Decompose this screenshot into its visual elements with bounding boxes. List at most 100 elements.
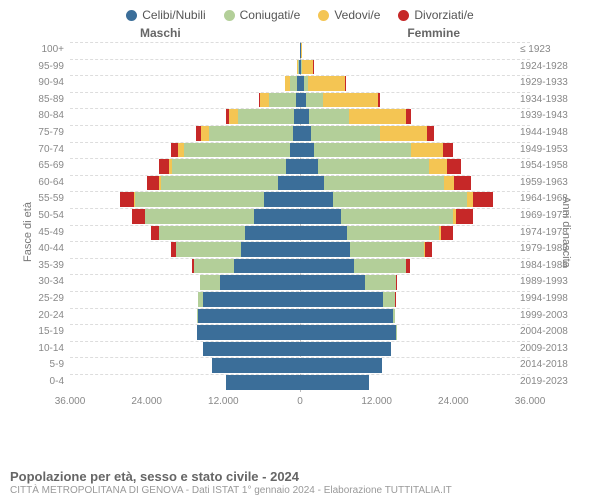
bar-segment: [323, 93, 378, 108]
bar-female: [300, 143, 453, 158]
pyramid-row: [70, 208, 530, 225]
bar-segment: [245, 226, 300, 241]
bar-female: [300, 109, 411, 124]
bar-segment: [300, 275, 365, 290]
birth-label: 1989-1993: [520, 276, 580, 287]
bar-segment: [300, 325, 396, 340]
bar-segment: [341, 209, 453, 224]
footer: Popolazione per età, sesso e stato civil…: [10, 469, 590, 496]
pyramid-row: [70, 324, 530, 341]
bar-segment: [354, 259, 406, 274]
birth-label: 1984-1988: [520, 260, 580, 271]
birth-label: 1939-1943: [520, 110, 580, 121]
bar-female: [300, 309, 395, 324]
bar-segment: [333, 192, 467, 207]
legend-dot: [224, 10, 235, 21]
legend-dot: [318, 10, 329, 21]
legend-dot: [398, 10, 409, 21]
bar-segment: [473, 192, 493, 207]
birth-label: 1934-1938: [520, 94, 580, 105]
age-label: 60-64: [20, 177, 64, 188]
bar-segment: [383, 292, 395, 307]
birth-label: 1924-1928: [520, 61, 580, 72]
birth-label: 2009-2013: [520, 343, 580, 354]
age-label: 25-29: [20, 293, 64, 304]
bar-segment: [300, 242, 350, 257]
bar-segment: [454, 176, 471, 191]
pyramid-row: [70, 374, 530, 391]
bar-female: [300, 259, 410, 274]
bar-segment: [132, 209, 144, 224]
bar-female: [300, 375, 369, 390]
bar-segment: [198, 309, 300, 324]
bar-segment: [300, 375, 369, 390]
bar-male: [196, 126, 300, 141]
bar-segment: [203, 292, 300, 307]
age-label: 85-89: [20, 94, 64, 105]
bar-segment: [311, 126, 380, 141]
bar-male: [147, 176, 300, 191]
bar-segment: [171, 143, 178, 158]
bar-segment: [300, 143, 314, 158]
bar-female: [300, 43, 302, 58]
bar-segment: [278, 176, 300, 191]
pyramid-row: [70, 291, 530, 308]
bar-segment: [234, 259, 300, 274]
legend-item: Vedovi/e: [318, 8, 380, 22]
pyramid-row: [70, 92, 530, 109]
birth-label: 1944-1948: [520, 127, 580, 138]
bar-segment: [264, 192, 300, 207]
pyramid-row: [70, 108, 530, 125]
bar-segment: [300, 176, 324, 191]
age-label: 40-44: [20, 243, 64, 254]
birth-label: 1959-1963: [520, 177, 580, 188]
bar-segment: [226, 375, 300, 390]
bar-segment: [300, 192, 333, 207]
bar-segment: [203, 342, 300, 357]
legend-label: Coniugati/e: [240, 8, 301, 22]
bar-segment: [308, 76, 345, 91]
bar-segment: [301, 43, 303, 58]
x-tick: 36.000: [55, 396, 86, 407]
legend-label: Celibi/Nubili: [142, 8, 205, 22]
age-label: 30-34: [20, 276, 64, 287]
age-label: 100+: [20, 44, 64, 55]
bar-segment: [176, 242, 241, 257]
bar-female: [300, 159, 461, 174]
bar-segment: [443, 143, 453, 158]
bar-segment: [349, 109, 407, 124]
bar-segment: [324, 176, 444, 191]
male-label: Maschi: [140, 26, 181, 40]
age-label: 20-24: [20, 310, 64, 321]
age-label: 0-4: [20, 376, 64, 387]
pyramid-row: [70, 42, 530, 59]
legend-item: Celibi/Nubili: [126, 8, 205, 22]
bar-segment: [241, 242, 300, 257]
age-label: 95-99: [20, 61, 64, 72]
bar-segment: [290, 143, 300, 158]
pyramid-row: [70, 341, 530, 358]
x-tick: 36.000: [515, 396, 546, 407]
bar-segment: [290, 76, 298, 91]
birth-label: 2014-2018: [520, 359, 580, 370]
bar-segment: [396, 275, 397, 290]
plot-area: [70, 42, 530, 392]
legend-label: Vedovi/e: [334, 8, 380, 22]
bar-segment: [254, 209, 300, 224]
birth-label: 2019-2023: [520, 376, 580, 387]
bar-female: [300, 292, 395, 307]
bar-segment: [200, 275, 219, 290]
age-label: 35-39: [20, 260, 64, 271]
bar-segment: [447, 159, 461, 174]
age-label: 10-14: [20, 343, 64, 354]
birth-label: 1999-2003: [520, 310, 580, 321]
x-tick: 12.000: [208, 396, 239, 407]
bar-segment: [159, 226, 245, 241]
bar-segment: [300, 342, 391, 357]
bar-female: [300, 209, 473, 224]
bar-segment: [347, 226, 439, 241]
pyramid-row: [70, 308, 530, 325]
bar-segment: [151, 226, 159, 241]
bar-male: [200, 275, 300, 290]
footer-subtitle: CITTÀ METROPOLITANA DI GENOVA - Dati IST…: [10, 485, 590, 496]
